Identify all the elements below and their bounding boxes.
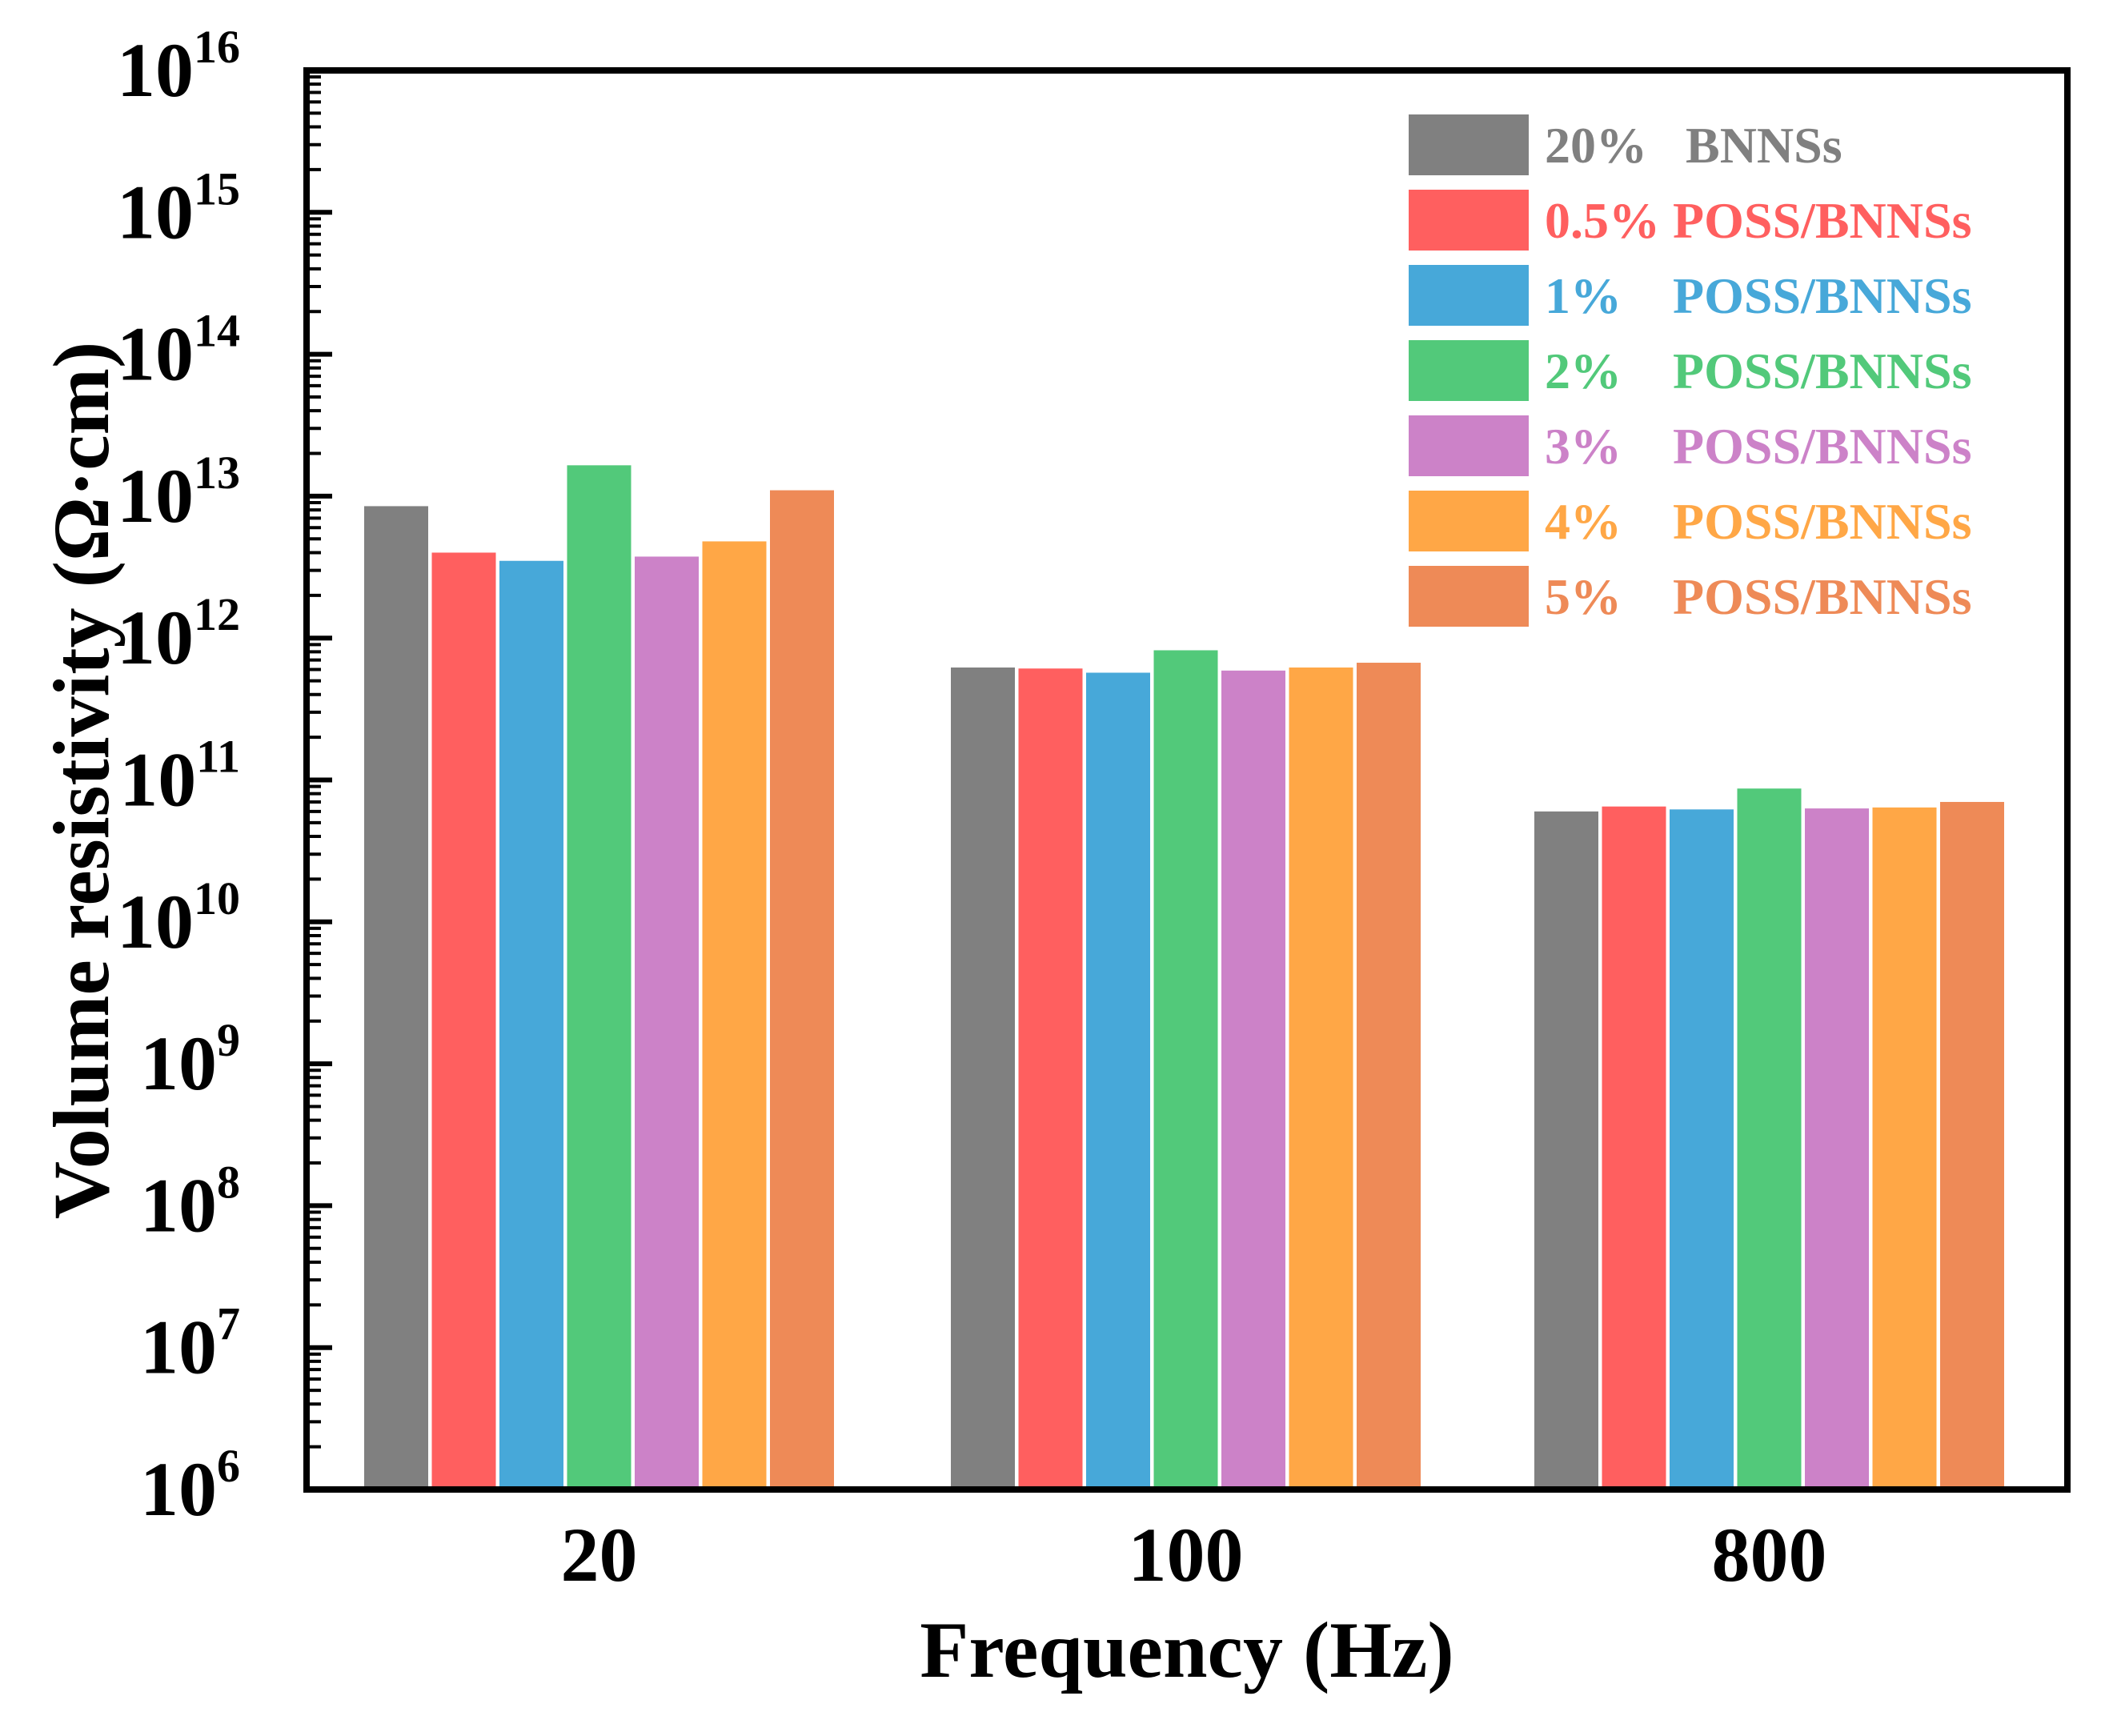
y-tick-label: 1011 [119,731,240,823]
bar-100-series-3 [1086,672,1150,1489]
x-axis-title: Frequency (Hz) [920,1606,1453,1694]
bar-20-series-4 [567,465,632,1489]
legend-swatch-6 [1409,491,1529,551]
y-tick-label: 1010 [117,872,240,964]
legend-swatch-5 [1409,415,1529,476]
x-tick-labels: 20 100 800 [561,1512,1827,1598]
legend-label-7: 5% POSS/BNNSs [1545,568,1971,625]
bar-100-series-1 [951,668,1015,1489]
legend-label-3: 1% POSS/BNNSs [1545,267,1971,324]
x-tick-label-800: 800 [1712,1512,1827,1598]
y-tick-label: 1015 [117,162,240,255]
legend-swatch-2 [1409,190,1529,251]
legend-swatch-1 [1409,114,1529,175]
bar-100-series-4 [1153,650,1218,1490]
y-tick-label: 1012 [117,588,240,680]
bar-100-series-2 [1018,668,1083,1490]
legend-label-5: 3% POSS/BNNSs [1545,418,1971,475]
y-tick-label: 1014 [117,305,240,397]
y-tick-labels: 106 107 108 109 1010 1011 1012 1013 1014 1015 1016 [117,21,240,1532]
bar-800-series-4 [1737,788,1802,1489]
bar-800-series-7 [1940,801,2004,1489]
x-tick-label-100: 100 [1129,1512,1244,1598]
bar-800-series-6 [1872,807,1937,1489]
bar-100-series-7 [1357,663,1421,1490]
y-tick-label: 106 [140,1440,240,1532]
legend-swatch-7 [1409,566,1529,627]
legend-swatch-4 [1409,340,1529,401]
major-ticks [307,68,332,1492]
bar-800-series-3 [1670,809,1734,1489]
plot-frame [303,67,2071,1493]
bar-20-series-7 [770,490,834,1490]
y-axis-title: Volume resistivity (Ω·cm) [37,342,126,1220]
legend-label-4: 2% POSS/BNNSs [1545,343,1971,399]
bar-20-series-5 [635,556,699,1489]
bar-800-series-1 [1534,811,1598,1489]
y-tick-label: 1016 [117,21,240,113]
legend-label-2: 0.5% POSS/BNNSs [1545,192,1971,249]
bar-100-series-5 [1221,670,1285,1489]
bar-800-series-5 [1805,808,1869,1489]
legend-swatch-3 [1409,265,1529,326]
bar-20-series-2 [431,552,496,1489]
legend-label-6: 4% POSS/BNNSs [1545,493,1971,550]
bar-800-series-2 [1602,806,1666,1489]
bar-20-series-3 [499,560,563,1489]
legend: 20% BNNSs 0.5% POSS/BNNSs 1% POSS/BNNSs 2% … [1409,114,1971,627]
y-tick-label: 109 [140,1014,240,1106]
bar-100-series-6 [1289,668,1353,1489]
y-tick-label: 107 [140,1298,240,1390]
y-tick-label: 1013 [117,447,240,539]
x-tick-label-20: 20 [561,1512,638,1598]
bars-group [364,465,2004,1490]
legend-label-1: 20% BNNSs [1545,117,1842,174]
y-tick-label: 108 [140,1156,240,1248]
bar-20-series-1 [364,506,428,1489]
bar-20-series-6 [702,541,767,1489]
